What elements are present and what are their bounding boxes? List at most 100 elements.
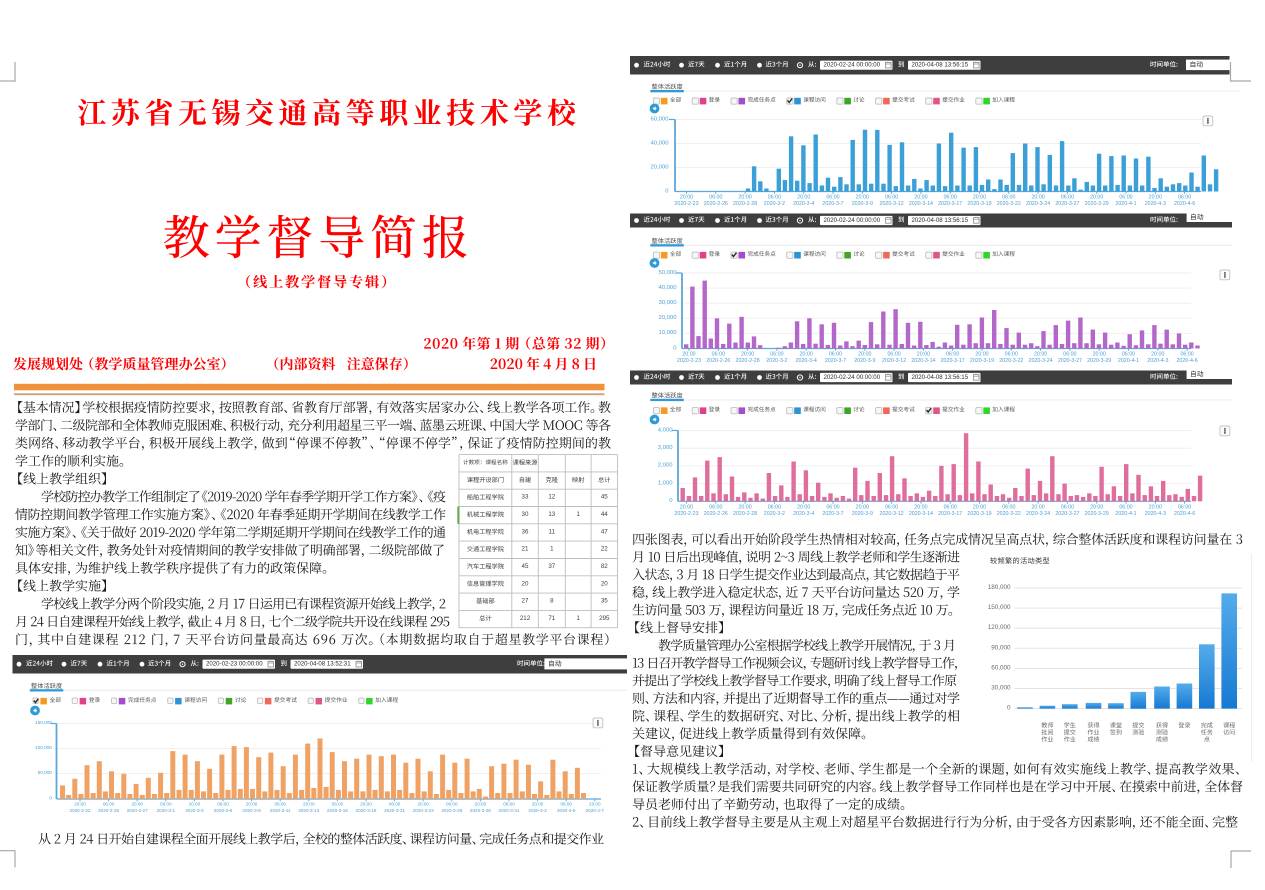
svg-text:20:00: 20:00 (858, 352, 871, 358)
svg-text:06:00: 06:00 (560, 802, 572, 807)
svg-text:06:00: 06:00 (1180, 352, 1193, 358)
svg-text:2020-3-11: 2020-3-11 (270, 808, 291, 813)
svg-text:2020-3-22: 2020-3-22 (997, 511, 1021, 517)
svg-text:2020-3-19: 2020-3-19 (967, 511, 991, 517)
svg-text:2020-2-27: 2020-2-27 (127, 808, 148, 813)
svg-text:22: 22 (601, 546, 608, 553)
svg-text:1: 1 (576, 511, 580, 518)
svg-text:1: 1 (576, 615, 580, 622)
svg-text:2020-3-29: 2020-3-29 (1085, 511, 1109, 517)
svg-text:2020-3-9: 2020-3-9 (852, 511, 873, 517)
svg-text:33: 33 (522, 494, 529, 501)
svg-text:2020-2-25: 2020-2-25 (98, 808, 119, 813)
svg-text:20:00: 20:00 (360, 802, 372, 807)
svg-text:2020-3-23: 2020-3-23 (413, 808, 434, 813)
svg-text:0: 0 (49, 796, 52, 801)
svg-text:20:00: 20:00 (74, 802, 86, 807)
svg-text:2020-3-2: 2020-3-2 (764, 511, 785, 517)
svg-text:20,000: 20,000 (650, 164, 669, 170)
svg-text:2020-4-6: 2020-4-6 (1176, 358, 1197, 364)
svg-text:11: 11 (549, 528, 556, 535)
svg-text:20:00: 20:00 (1090, 195, 1103, 201)
svg-text:2020-3-21: 2020-3-21 (384, 808, 405, 813)
svg-text:2020-3-27: 2020-3-27 (1055, 201, 1079, 207)
svg-text:20:00: 20:00 (1031, 195, 1044, 201)
svg-text:20:00: 20:00 (1034, 352, 1047, 358)
svg-text:2020-3-18: 2020-3-18 (356, 808, 377, 813)
svg-text:20:00: 20:00 (303, 802, 315, 807)
svg-text:2020-3-27: 2020-3-27 (1058, 358, 1082, 364)
svg-text:2020-2-26: 2020-2-26 (706, 358, 730, 364)
svg-text:06:00: 06:00 (1061, 505, 1074, 511)
svg-text:40,000: 40,000 (650, 140, 669, 146)
svg-text:06:00: 06:00 (160, 802, 172, 807)
svg-text:20:00: 20:00 (680, 505, 693, 511)
svg-text:06:00: 06:00 (944, 195, 957, 201)
svg-text:06:00: 06:00 (885, 505, 898, 511)
svg-text:20:00: 20:00 (973, 195, 986, 201)
svg-text:2020-3-19: 2020-3-19 (970, 358, 994, 364)
svg-text:06:00: 06:00 (1005, 352, 1018, 358)
svg-text:50,000: 50,000 (658, 270, 677, 276)
svg-text:20:00: 20:00 (914, 505, 927, 511)
svg-text:295: 295 (599, 615, 610, 622)
svg-text:20:00: 20:00 (131, 802, 143, 807)
svg-text:06:00: 06:00 (1122, 352, 1135, 358)
svg-text:20:00: 20:00 (1093, 352, 1106, 358)
svg-text:20:00: 20:00 (856, 505, 869, 511)
svg-text:2020-3-22: 2020-3-22 (999, 358, 1023, 364)
svg-text:37: 37 (548, 563, 555, 570)
svg-text:1,000: 1,000 (658, 480, 673, 486)
svg-text:20:00: 20:00 (800, 352, 813, 358)
svg-text:2020-4-1: 2020-4-1 (1115, 511, 1136, 517)
svg-text:06:00: 06:00 (944, 505, 957, 511)
svg-text:06:00: 06:00 (768, 505, 781, 511)
svg-text:2020-4-1: 2020-4-1 (1118, 358, 1139, 364)
svg-text:20:00: 20:00 (475, 802, 487, 807)
svg-text:20: 20 (601, 580, 608, 587)
svg-text:2020-3-3: 2020-3-3 (185, 808, 204, 813)
svg-text:2020-4-5: 2020-4-5 (557, 808, 576, 813)
svg-text:27: 27 (522, 598, 529, 605)
svg-text:1: 1 (550, 546, 554, 553)
svg-text:2020-3-2: 2020-3-2 (764, 201, 785, 207)
svg-text:20:00: 20:00 (1151, 352, 1164, 358)
svg-text:20:00: 20:00 (1149, 505, 1162, 511)
svg-text:40,000: 40,000 (658, 285, 677, 291)
svg-text:82: 82 (601, 563, 608, 570)
svg-text:35: 35 (601, 598, 608, 605)
svg-text:06:00: 06:00 (885, 195, 898, 201)
svg-text:47: 47 (601, 528, 608, 535)
svg-text:8: 8 (550, 598, 554, 605)
svg-text:2020-3-19: 2020-3-19 (967, 201, 991, 207)
svg-text:06:00: 06:00 (1178, 505, 1191, 511)
svg-text:13: 13 (548, 511, 555, 518)
svg-text:2020-3-16: 2020-3-16 (327, 808, 348, 813)
svg-text:20:00: 20:00 (680, 195, 693, 201)
svg-text:180,000: 180,000 (988, 584, 1011, 591)
svg-text:2020-04-08 13:56:15: 2020-04-08 13:56:15 (912, 62, 969, 69)
svg-text:2020-2-28: 2020-2-28 (736, 358, 760, 364)
svg-text:2020-3-4: 2020-3-4 (793, 201, 814, 207)
svg-text:2020-3-4: 2020-3-4 (793, 511, 814, 517)
svg-text:20:00: 20:00 (797, 195, 810, 201)
svg-text:2020-3-13: 2020-3-13 (298, 808, 319, 813)
svg-text:2020-2-23: 2020-2-23 (677, 358, 701, 364)
svg-text:20:00: 20:00 (1090, 505, 1103, 511)
svg-text:06:00: 06:00 (826, 195, 839, 201)
svg-text:20,000: 20,000 (658, 315, 677, 321)
svg-text:2020-4-6: 2020-4-6 (1174, 511, 1195, 517)
svg-text:20:00: 20:00 (189, 802, 201, 807)
svg-text:20:00: 20:00 (1031, 505, 1044, 511)
svg-text:2020-3-17: 2020-3-17 (938, 511, 962, 517)
svg-text:06:00: 06:00 (887, 352, 900, 358)
svg-text:2020-4-7: 2020-4-7 (586, 808, 605, 813)
svg-text:2020-2-28: 2020-2-28 (733, 511, 757, 517)
svg-text:2020-3-22: 2020-3-22 (997, 201, 1021, 207)
svg-text:2020-2-28: 2020-2-28 (733, 201, 757, 207)
svg-text:2020-3-14: 2020-3-14 (909, 201, 933, 207)
svg-text:44: 44 (601, 511, 608, 518)
svg-text:30,000: 30,000 (991, 685, 1011, 692)
svg-text:100,000: 100,000 (35, 745, 52, 750)
svg-text:2020-02-24 00:00:00: 2020-02-24 00:00:00 (824, 62, 881, 69)
